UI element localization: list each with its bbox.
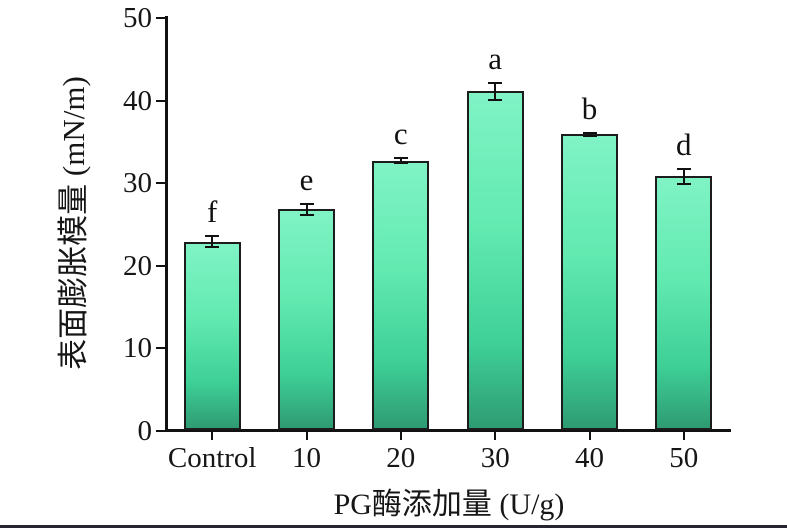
error-bar-line (682, 169, 685, 184)
bar-50 (655, 176, 713, 431)
error-bar-line (305, 203, 308, 216)
bar-20 (372, 160, 430, 431)
x-tick-label: 10 (292, 442, 321, 474)
y-axis-line (165, 16, 168, 432)
bar-control (183, 241, 241, 431)
y-tick (156, 17, 165, 19)
significance-letter: c (393, 116, 408, 152)
error-bar-cap-bottom (582, 135, 597, 137)
error-bar-cap-bottom (299, 214, 314, 217)
y-tick-label: 40 (123, 84, 152, 117)
y-tick (156, 264, 165, 267)
significance-letter: f (207, 193, 218, 229)
bar-40 (561, 134, 618, 431)
x-tick (399, 432, 402, 440)
error-bar-line (588, 132, 591, 136)
y-tick-label: 0 (137, 414, 153, 447)
x-tick (588, 432, 591, 440)
error-bar-line (399, 158, 402, 164)
error-bar-cap-top (488, 82, 503, 85)
y-axis-title: 表面膨胀模量 (mN/m) (56, 76, 91, 370)
error-bar-cap-top (582, 131, 597, 134)
y-tick (156, 99, 165, 102)
y-tick-label: 30 (123, 167, 152, 199)
significance-letter: d (676, 127, 692, 162)
error-bar-cap-bottom (488, 98, 503, 101)
x-tick-label: 30 (480, 442, 510, 474)
x-tick (211, 432, 214, 440)
y-tick (156, 347, 165, 349)
error-bar-cap-top (299, 202, 314, 205)
x-tick-label: 50 (669, 442, 699, 474)
error-bar-cap-bottom (393, 162, 408, 165)
x-tick-label: Control (167, 442, 257, 474)
x-tick (305, 432, 308, 440)
x-axis-title: PG酶添加量 (U/g) (333, 488, 565, 521)
x-tick (682, 432, 685, 440)
significance-letter: a (488, 41, 503, 77)
error-bar-cap-top (205, 234, 220, 237)
y-tick-label: 10 (123, 332, 152, 364)
error-bar-cap-bottom (676, 182, 691, 185)
error-bar-line (211, 235, 214, 248)
y-tick (156, 429, 165, 432)
bottom-rule (0, 525, 787, 528)
bar-10 (278, 209, 335, 431)
x-axis-line (165, 429, 731, 432)
error-bar-cap-top (393, 157, 408, 160)
y-tick-label: 50 (123, 2, 152, 34)
x-tick (494, 432, 497, 440)
error-bar-cap-top (676, 168, 691, 170)
error-bar-cap-bottom (205, 246, 220, 249)
y-tick (156, 182, 165, 184)
bar-30 (466, 91, 524, 431)
y-tick-label: 20 (123, 249, 152, 282)
x-tick-label: 20 (386, 442, 416, 474)
error-bar-line (494, 83, 497, 100)
significance-letter: b (581, 90, 598, 126)
x-tick-label: 40 (575, 442, 604, 474)
significance-letter: e (299, 161, 314, 197)
